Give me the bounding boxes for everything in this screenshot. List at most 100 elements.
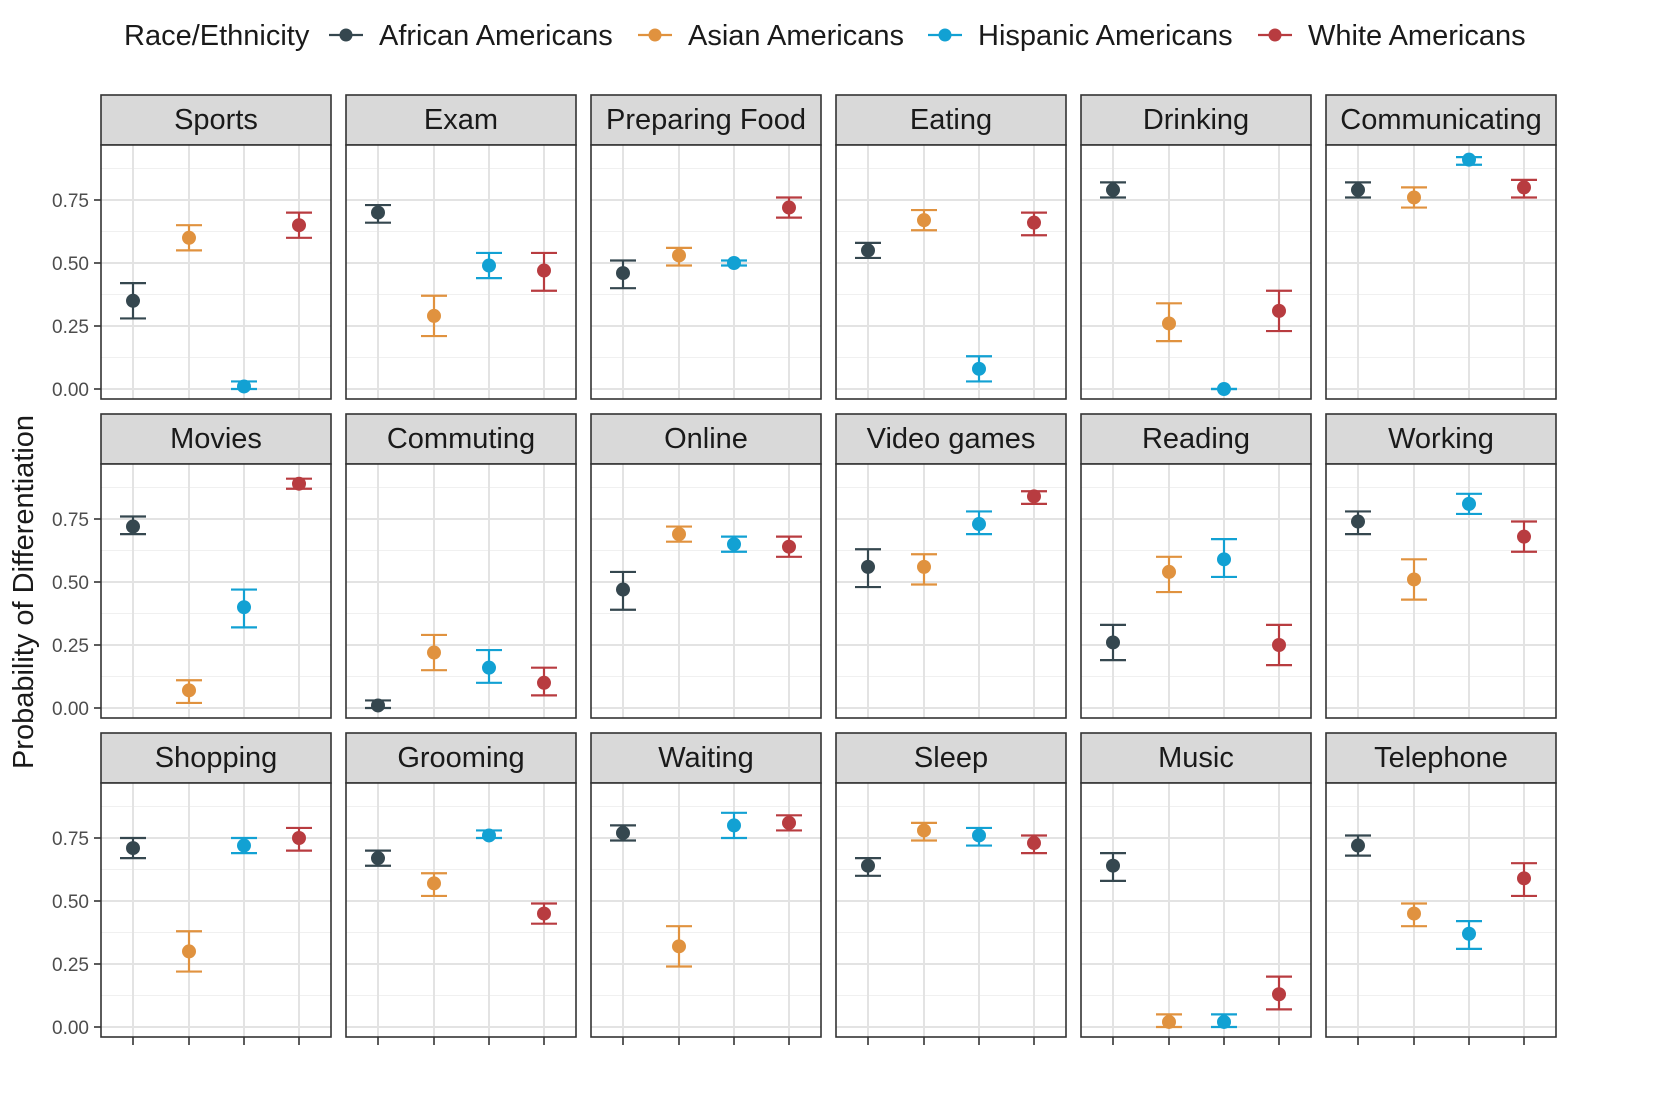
- plot-background: [101, 464, 331, 718]
- data-point: [972, 361, 986, 376]
- panel-border: [345, 463, 577, 719]
- panel-border: [100, 144, 332, 400]
- plot-background: [1326, 464, 1556, 718]
- data-point: [1027, 836, 1041, 851]
- panel-border: [345, 144, 577, 400]
- facet-title: Waiting: [658, 742, 754, 774]
- facet-strip: [345, 94, 577, 146]
- data-point: [1351, 514, 1365, 529]
- data-point: [126, 293, 140, 308]
- grid: [1081, 145, 1311, 399]
- facet-strip: [100, 732, 332, 784]
- data-point: [727, 256, 741, 270]
- panel-border: [1325, 782, 1557, 1038]
- facet-title: Sports: [174, 104, 258, 136]
- facet-panel: Telephone: [1325, 732, 1557, 1045]
- grid: [591, 145, 821, 399]
- facet-title: Music: [1158, 742, 1234, 774]
- data-point: [1272, 987, 1286, 1002]
- data-point: [1517, 871, 1531, 886]
- data-point: [292, 218, 306, 233]
- data-point: [1162, 564, 1176, 579]
- facet-strip: [345, 413, 577, 465]
- data-point: [1106, 635, 1120, 650]
- data-point: [672, 248, 686, 263]
- data-point: [237, 838, 251, 853]
- panel-border: [1080, 144, 1312, 400]
- legend-key-dot: [1268, 28, 1282, 42]
- data-point: [1106, 182, 1120, 197]
- grid: [101, 145, 331, 399]
- data-point: [1407, 190, 1421, 205]
- panel-border: [1080, 782, 1312, 1038]
- data-point: [917, 213, 931, 228]
- data-point: [1462, 496, 1476, 511]
- facet-title: Reading: [1142, 423, 1250, 455]
- legend-entry: Asian Americans: [688, 20, 904, 52]
- data-point: [1462, 152, 1476, 167]
- y-tick-label: 0.25: [52, 636, 89, 657]
- data-point: [1407, 906, 1421, 921]
- y-tick-label: 0.75: [52, 829, 89, 850]
- y-tick-label: 0.75: [52, 510, 89, 531]
- legend-title: Race/Ethnicity: [124, 20, 310, 52]
- data-point: [427, 645, 441, 660]
- data-point: [1217, 1014, 1231, 1029]
- y-tick-label: 0.25: [52, 955, 89, 976]
- facet-panel: Drinking: [1080, 94, 1312, 400]
- facet-strip: [345, 732, 577, 784]
- facet-title: Exam: [424, 104, 498, 136]
- grid: [1326, 464, 1556, 718]
- y-tick-label: 0.00: [52, 1018, 89, 1039]
- data-point: [727, 818, 741, 833]
- data-point: [616, 582, 630, 597]
- data-point: [482, 828, 496, 843]
- data-point: [371, 205, 385, 220]
- facet-title: Drinking: [1143, 104, 1249, 136]
- data-point: [782, 200, 796, 215]
- facet-panel: Online: [590, 413, 822, 719]
- legend-key-dot: [339, 28, 353, 42]
- facet-panel: Waiting: [590, 732, 822, 1045]
- grid: [1081, 783, 1311, 1037]
- data-point: [537, 675, 551, 690]
- facet-panel: Preparing Food: [590, 94, 822, 400]
- facet-strip: [835, 94, 1067, 146]
- data-point: [182, 944, 196, 959]
- legend: Race/Ethnicity African Americans Asian Ame…: [124, 20, 1526, 52]
- facet-panel: Grooming: [345, 732, 577, 1045]
- panel-border: [590, 463, 822, 719]
- facet-title: Working: [1388, 423, 1494, 455]
- data-point: [972, 828, 986, 843]
- legend-entry: Hispanic Americans: [978, 20, 1233, 52]
- data-point: [1217, 552, 1231, 567]
- facet-title: Commuting: [387, 423, 535, 455]
- facet-panel: Video games: [835, 413, 1067, 719]
- facet-panel: Movies 0.00 0.25 0.50 0.75: [52, 413, 332, 720]
- data-point: [1217, 382, 1231, 396]
- data-point: [782, 815, 796, 830]
- y-tick-label: 0.50: [52, 573, 89, 594]
- data-point: [782, 539, 796, 554]
- facet-title: Shopping: [155, 742, 278, 774]
- data-point: [972, 517, 986, 532]
- data-point: [1407, 572, 1421, 587]
- data-point: [1517, 529, 1531, 544]
- data-point: [616, 266, 630, 281]
- legend-entry: White Americans: [1308, 20, 1526, 52]
- grid: [1326, 145, 1556, 399]
- facet-strip: [1080, 94, 1312, 146]
- panel-border: [100, 463, 332, 719]
- grid: [836, 783, 1066, 1037]
- data-point: [1462, 926, 1476, 941]
- facet-title: Communicating: [1340, 104, 1541, 136]
- panel-border: [1325, 463, 1557, 719]
- facet-strip: [835, 413, 1067, 465]
- plot-background: [346, 464, 576, 718]
- facet-panel: Exam: [345, 94, 577, 400]
- y-tick-label: 0.00: [52, 699, 89, 720]
- y-tick-label: 0.25: [52, 317, 89, 338]
- data-point: [917, 559, 931, 574]
- facet-strip: [1080, 413, 1312, 465]
